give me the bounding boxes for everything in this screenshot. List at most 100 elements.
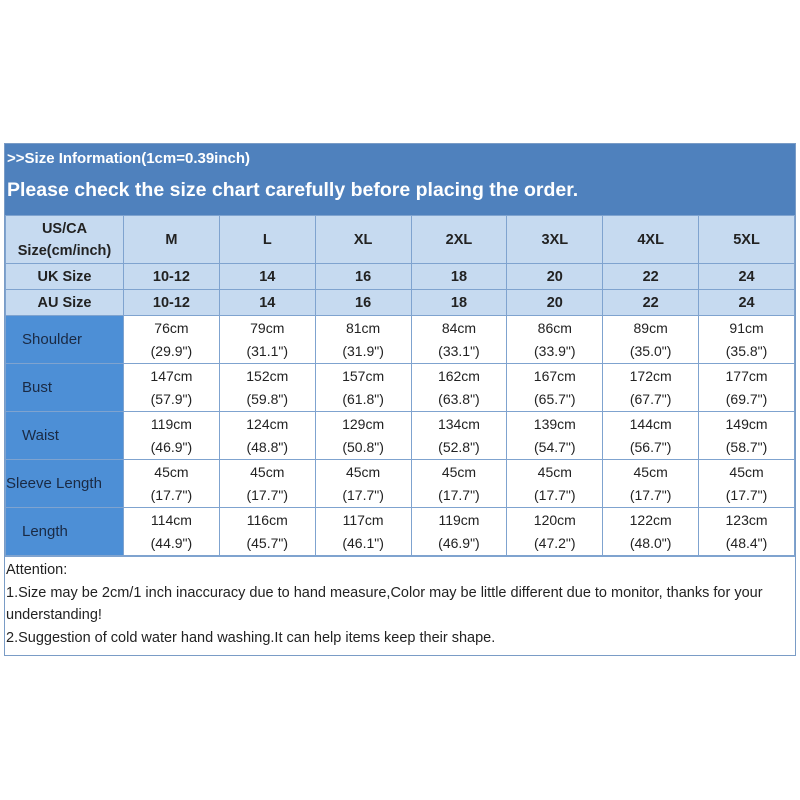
inch-value: (58.7") [725,438,768,455]
cm-value: 149cm [725,415,768,432]
inch-value: (50.8") [342,438,384,455]
measurement-cell: 116cm (45.7") [218,507,316,556]
attention-title: Attention: [6,562,68,578]
table-row: Sleeve Length 45cm (17.7") 45cm (17.7") 45cm (… [5,459,795,508]
inch-value: (54.7") [534,438,576,455]
uk-size-row: UK Size 10-12 14 16 18 20 22 24 [5,263,795,290]
measurement-cell: 86cm (33.9") [506,315,604,364]
cm-value: 116cm [246,511,288,528]
measurement-cell: 122cm (48.0") [602,507,700,556]
cm-value: 152cm [246,367,289,384]
size-info-title: >>Size Information(1cm=0.39inch) [7,150,250,167]
measurement-cell: 129cm (50.8") [314,411,412,460]
measurement-cell: 119cm (46.9") [410,507,508,556]
attention-line-1: 1.Size may be 2cm/1 inch inaccuracy due … [6,584,763,624]
row-label: UK Size [5,263,124,290]
size-value: 20 [506,263,604,290]
inch-value: (47.2") [534,534,576,551]
measurement-cell: 79cm (31.1") [218,315,316,364]
cm-value: 124cm [246,415,289,432]
measurement-cell: 114cm (44.9") [123,507,220,556]
table-row: Bust 147cm (57.9") 152cm (59.8") 157cm (61.8")… [5,363,795,412]
table-row: Waist 119cm (46.9") 124cm (48.8") 129cm (50.8"… [5,411,795,460]
cm-value: 139cm [533,415,576,432]
inch-value: (31.1") [246,342,289,359]
corner-header: US/CA Size(cm/inch) [5,215,124,264]
cm-value: 129cm [342,415,385,432]
cm-value: 172cm [629,367,672,384]
measurement-cell: 144cm (56.7") [602,411,700,460]
measurement-cell: 120cm (47.2") [506,507,604,556]
table-row: Shoulder 76cm (29.9") 79cm (31.1") 81cm (31.9"… [5,315,795,364]
table-row: Length 114cm (44.9") 116cm (45.7") 117cm (46.1… [5,507,795,556]
cm-value: 45cm [633,463,668,480]
inch-value: (46.1") [342,534,384,551]
cm-value: 147cm [150,367,193,384]
cm-value: 45cm [441,463,477,480]
cm-value: 45cm [250,463,285,480]
size-value: 10-12 [123,289,220,316]
inch-value: (17.7") [725,486,768,503]
measurement-cell: 45cm (17.7") [123,459,220,508]
cm-value: 114cm [150,511,192,528]
cm-value: 144cm [629,415,672,432]
cm-value: 84cm [441,319,477,336]
size-header: 2XL [410,215,508,264]
measurement-cell: 45cm (17.7") [698,459,795,508]
size-header: L [218,215,316,264]
inch-value: (31.9") [342,342,384,359]
size-value: 22 [602,289,700,316]
cm-value: 45cm [154,463,189,480]
cm-value: 177cm [725,367,768,384]
measurement-cell: 172cm (67.7") [602,363,700,412]
size-value: 16 [314,289,412,316]
measurement-cell: 149cm (58.7") [698,411,795,460]
inch-value: (17.7") [342,486,384,503]
cm-value: 123cm [725,511,768,528]
size-header-row: US/CA Size(cm/inch) M L XL 2XL 3XL 4XL 5XL [5,215,795,264]
size-value: 18 [410,263,508,290]
cm-value: 119cm [150,415,192,432]
measurement-cell: 45cm (17.7") [602,459,700,508]
inch-value: (48.8") [246,438,289,455]
size-value: 14 [218,263,316,290]
size-value: 10-12 [123,263,220,290]
size-chart: >>Size Information(1cm=0.39inch) Please … [4,143,796,656]
measurement-cell: 167cm (65.7") [506,363,604,412]
inch-value: (35.8") [725,342,768,359]
measurement-cell: 139cm (54.7") [506,411,604,460]
cm-value: 45cm [345,463,381,480]
cm-value: 91cm [729,319,764,336]
cm-value: 134cm [437,415,480,432]
size-value: 24 [698,263,795,290]
size-header: 5XL [698,215,795,264]
inch-value: (63.8") [438,390,480,407]
order-notice: Please check the size chart carefully be… [7,179,579,201]
header-band: >>Size Information(1cm=0.39inch) Please … [5,144,795,215]
inch-value: (67.7") [629,390,672,407]
measurement-cell: 76cm (29.9") [123,315,220,364]
cm-value: 119cm [438,511,480,528]
inch-value: (29.9") [150,342,193,359]
measurement-cell: 84cm (33.1") [410,315,508,364]
inch-value: (52.8") [438,438,480,455]
measurement-cell: 124cm (48.8") [218,411,316,460]
inch-value: (17.7") [438,486,480,503]
inch-value: (69.7") [725,390,768,407]
inch-value: (45.7") [246,534,289,551]
measurement-cell: 177cm (69.7") [698,363,795,412]
cm-value: 81cm [345,319,381,336]
size-value: 16 [314,263,412,290]
cm-value: 162cm [437,367,480,384]
size-value: 24 [698,289,795,316]
measurement-cell: 45cm (17.7") [218,459,316,508]
measurement-label: Shoulder [5,315,124,364]
cm-value: 79cm [250,319,285,336]
size-header: XL [314,215,412,264]
size-table: US/CA Size(cm/inch) M L XL 2XL 3XL 4XL 5XL UK Si… [5,215,795,556]
measurement-cell: 89cm (35.0") [602,315,700,364]
measurement-label: Sleeve Length [5,459,124,508]
measurement-cell: 134cm (52.8") [410,411,508,460]
cm-value: 89cm [633,319,668,336]
inch-value: (48.4") [725,534,768,551]
